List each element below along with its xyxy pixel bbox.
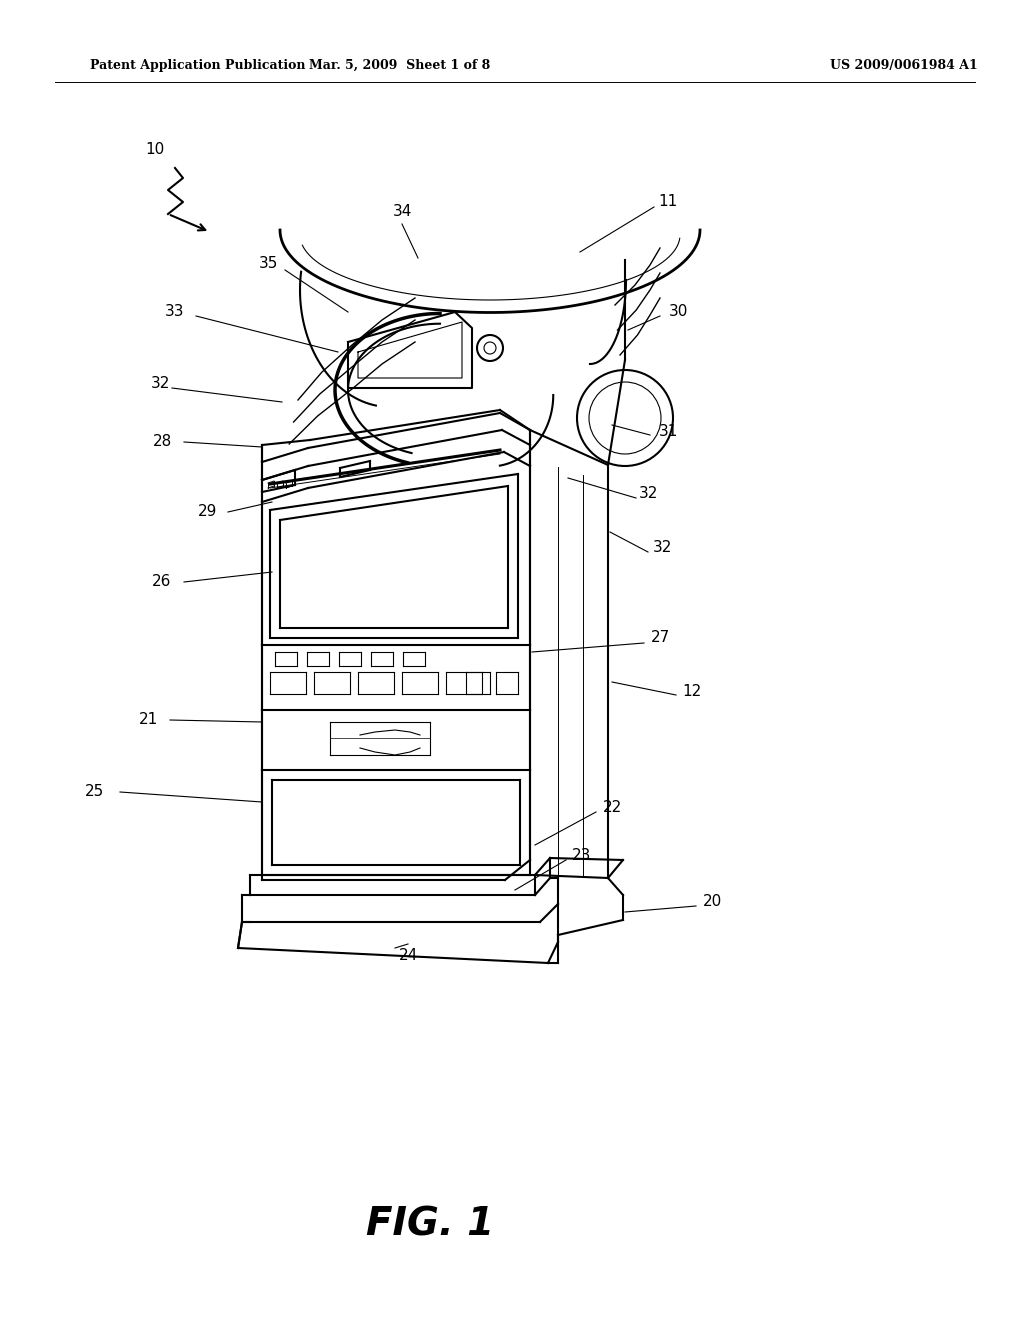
Text: 29: 29: [199, 504, 218, 520]
Text: 35: 35: [258, 256, 278, 272]
Text: 26: 26: [153, 574, 172, 590]
Text: 22: 22: [602, 800, 622, 816]
Text: FIG. 1: FIG. 1: [366, 1206, 494, 1243]
Text: 20: 20: [702, 895, 722, 909]
Text: 10: 10: [145, 143, 164, 157]
Text: 28: 28: [153, 434, 172, 450]
Text: 30: 30: [669, 305, 688, 319]
Text: 12: 12: [682, 685, 701, 700]
Text: 25: 25: [85, 784, 104, 800]
Text: 24: 24: [398, 949, 418, 964]
Text: Mar. 5, 2009  Sheet 1 of 8: Mar. 5, 2009 Sheet 1 of 8: [309, 58, 490, 71]
Text: 32: 32: [151, 376, 170, 392]
Text: 11: 11: [658, 194, 678, 210]
Text: 23: 23: [572, 849, 592, 863]
Text: 33: 33: [165, 305, 184, 319]
Text: 32: 32: [638, 487, 657, 502]
Text: Patent Application Publication: Patent Application Publication: [90, 58, 305, 71]
Text: 21: 21: [138, 713, 158, 727]
Text: 34: 34: [392, 205, 412, 219]
Text: 32: 32: [652, 540, 672, 556]
Text: US 2009/0061984 A1: US 2009/0061984 A1: [830, 58, 978, 71]
Text: 31: 31: [658, 425, 678, 440]
Text: 27: 27: [650, 631, 670, 645]
